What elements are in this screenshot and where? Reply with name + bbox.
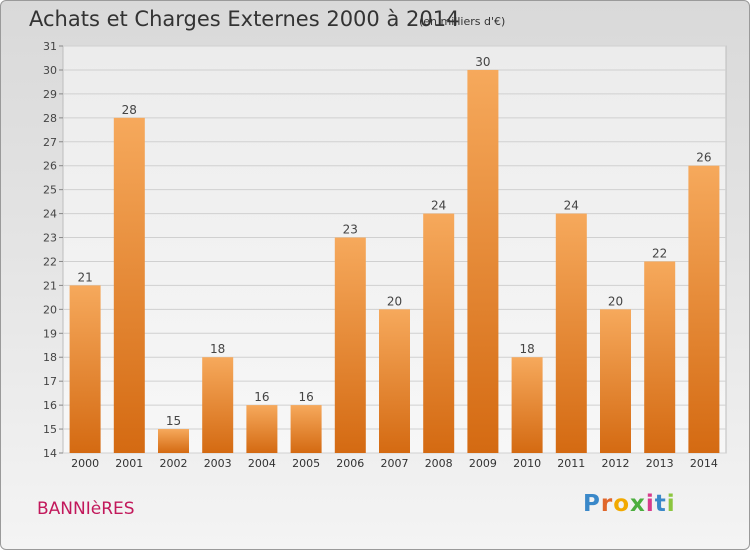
bar-2008 <box>423 213 455 453</box>
bar-2011 <box>555 213 587 453</box>
y-tick-label: 30 <box>43 64 57 77</box>
x-tick-label: 2009 <box>469 457 497 470</box>
x-tick-label: 2014 <box>690 457 718 470</box>
chart-subtitle: (en milliers d'€) <box>419 15 506 28</box>
data-label-2011: 24 <box>564 199 579 213</box>
y-tick-label: 24 <box>43 208 57 221</box>
bar-2013 <box>644 261 676 453</box>
data-label-2007: 20 <box>387 294 402 308</box>
data-label-2010: 18 <box>519 342 534 356</box>
bar-2000 <box>69 285 101 453</box>
bar-2014 <box>688 165 720 454</box>
y-tick-label: 20 <box>43 303 57 316</box>
bar-2005 <box>290 405 322 453</box>
y-tick-label: 21 <box>43 279 57 292</box>
data-label-2012: 20 <box>608 294 623 308</box>
bar-2006 <box>334 237 366 453</box>
data-label-2013: 22 <box>652 246 667 260</box>
chart-title: Achats et Charges Externes 2000 à 2014 <box>29 7 460 31</box>
x-tick-label: 2013 <box>646 457 674 470</box>
commune-name: BANNIèRES <box>37 499 135 519</box>
bar-2007 <box>379 309 410 453</box>
y-tick-label: 15 <box>43 423 57 436</box>
x-tick-label: 2008 <box>425 457 453 470</box>
x-tick-label: 2012 <box>602 457 630 470</box>
bar-2002 <box>158 429 189 453</box>
x-tick-label: 2005 <box>292 457 320 470</box>
y-tick-label: 27 <box>43 136 57 149</box>
data-label-2008: 24 <box>431 199 446 213</box>
x-tick-label: 2001 <box>115 457 143 470</box>
y-tick-label: 31 <box>43 40 57 53</box>
y-tick-label: 19 <box>43 327 57 340</box>
data-label-2003: 18 <box>210 342 225 356</box>
y-tick-label: 23 <box>43 232 57 245</box>
data-label-2002: 15 <box>166 414 181 428</box>
data-label-2014: 26 <box>696 151 711 165</box>
data-label-2004: 16 <box>254 390 269 404</box>
x-tick-label: 2011 <box>557 457 585 470</box>
y-tick-label: 14 <box>43 447 57 460</box>
x-tick-label: 2010 <box>513 457 541 470</box>
bar-2001 <box>113 117 145 453</box>
bar-2003 <box>202 357 234 453</box>
data-label-2005: 16 <box>298 390 313 404</box>
x-tick-label: 2002 <box>160 457 188 470</box>
bar-2012 <box>600 309 631 453</box>
x-tick-label: 2007 <box>381 457 409 470</box>
x-tick-label: 2004 <box>248 457 276 470</box>
proxiti-logo: Proxiti <box>583 491 676 517</box>
x-tick-label: 2006 <box>336 457 364 470</box>
data-label-2009: 30 <box>475 55 490 69</box>
x-tick-label: 2000 <box>71 457 99 470</box>
bars: 21 28 15 18 16 16 23 20 24 30 18 24 20 22 26 <box>69 55 720 454</box>
x-tick-label: 2003 <box>204 457 232 470</box>
bar-2009 <box>467 69 499 454</box>
y-tick-label: 26 <box>43 160 57 173</box>
y-tick-label: 16 <box>43 399 57 412</box>
y-tick-label: 29 <box>43 88 57 101</box>
y-tick-label: 25 <box>43 184 57 197</box>
bar-2010 <box>511 357 543 453</box>
y-tick-label: 22 <box>43 255 57 268</box>
data-label-2000: 21 <box>77 270 92 284</box>
bar-2004 <box>246 405 278 453</box>
data-label-2001: 28 <box>122 103 137 117</box>
data-label-2006: 23 <box>343 223 358 237</box>
y-axis: 14 15 16 17 18 19 20 21 22 23 24 25 26 27 28 29 30 31 <box>43 40 63 460</box>
y-tick-label: 17 <box>43 375 57 388</box>
y-tick-label: 28 <box>43 112 57 125</box>
x-axis: 2000 2001 2002 2003 2004 2005 2006 2007 2008 2009… <box>71 457 718 470</box>
y-tick-label: 18 <box>43 351 57 364</box>
